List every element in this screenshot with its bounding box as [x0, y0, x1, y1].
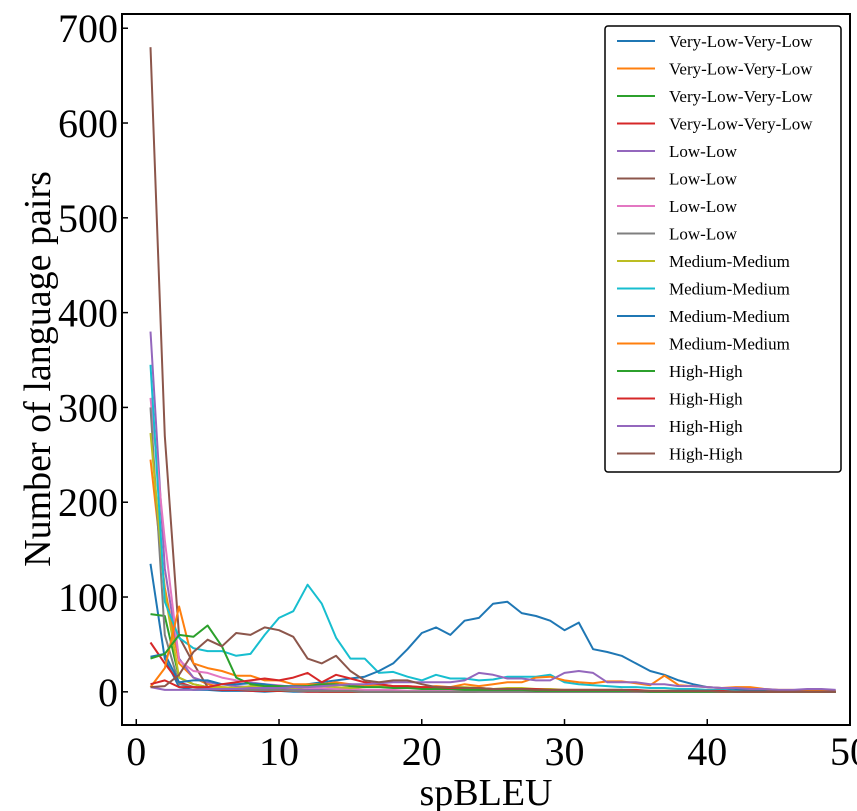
- legend-label: Medium-Medium: [669, 252, 790, 271]
- legend-label: Very-Low-Very-Low: [669, 32, 813, 51]
- series-line-16: [150, 626, 836, 693]
- legend-label: Very-Low-Very-Low: [669, 87, 813, 106]
- y-tick-label: 300: [58, 385, 118, 430]
- legend-label: High-High: [669, 390, 743, 409]
- series-line-1: [149, 563, 836, 693]
- legend-label: Very-Low-Very-Low: [669, 115, 813, 134]
- legend-label: Medium-Medium: [669, 335, 790, 354]
- x-tick-label: 40: [687, 729, 727, 774]
- series-lines: [149, 47, 836, 693]
- legend-label: Medium-Medium: [669, 307, 790, 326]
- y-tick-label: 500: [58, 196, 118, 241]
- y-tick-label: 600: [58, 101, 118, 146]
- legend-label: Low-Low: [669, 225, 738, 244]
- x-tick-label: 10: [259, 729, 299, 774]
- x-tick-label: 0: [126, 729, 146, 774]
- y-tick-label: 400: [58, 291, 118, 336]
- axis-ticks: 010203040500100200300400500600700: [58, 6, 857, 774]
- legend-frame: [604, 25, 842, 473]
- series-line-2: [149, 459, 836, 693]
- legend-label: High-High: [669, 362, 743, 381]
- x-tick-label: 20: [402, 729, 442, 774]
- legend-label: Very-Low-Very-Low: [669, 60, 813, 79]
- y-axis-title: Number of language pairs: [17, 171, 59, 567]
- x-axis-title: spBLEU: [420, 772, 553, 811]
- x-tick-label: 50: [830, 729, 857, 774]
- y-tick-label: 700: [58, 6, 118, 51]
- x-tick-label: 30: [545, 729, 585, 774]
- legend-label: High-High: [669, 417, 743, 436]
- y-tick-label: 100: [58, 575, 118, 620]
- legend-label: High-High: [669, 445, 743, 464]
- plot-frame: [121, 13, 851, 726]
- series-line-15: [150, 670, 836, 691]
- legend-label: Medium-Medium: [669, 280, 790, 299]
- y-tick-label: 200: [58, 480, 118, 525]
- legend-label: Low-Low: [669, 197, 738, 216]
- y-tick-label: 0: [98, 670, 118, 715]
- legend-label: Low-Low: [669, 142, 738, 161]
- series-line-11: [150, 600, 836, 693]
- legend-label: Low-Low: [669, 170, 738, 189]
- legend: Very-Low-Very-Low Very-Low-Very-Low Very-L…: [604, 25, 842, 473]
